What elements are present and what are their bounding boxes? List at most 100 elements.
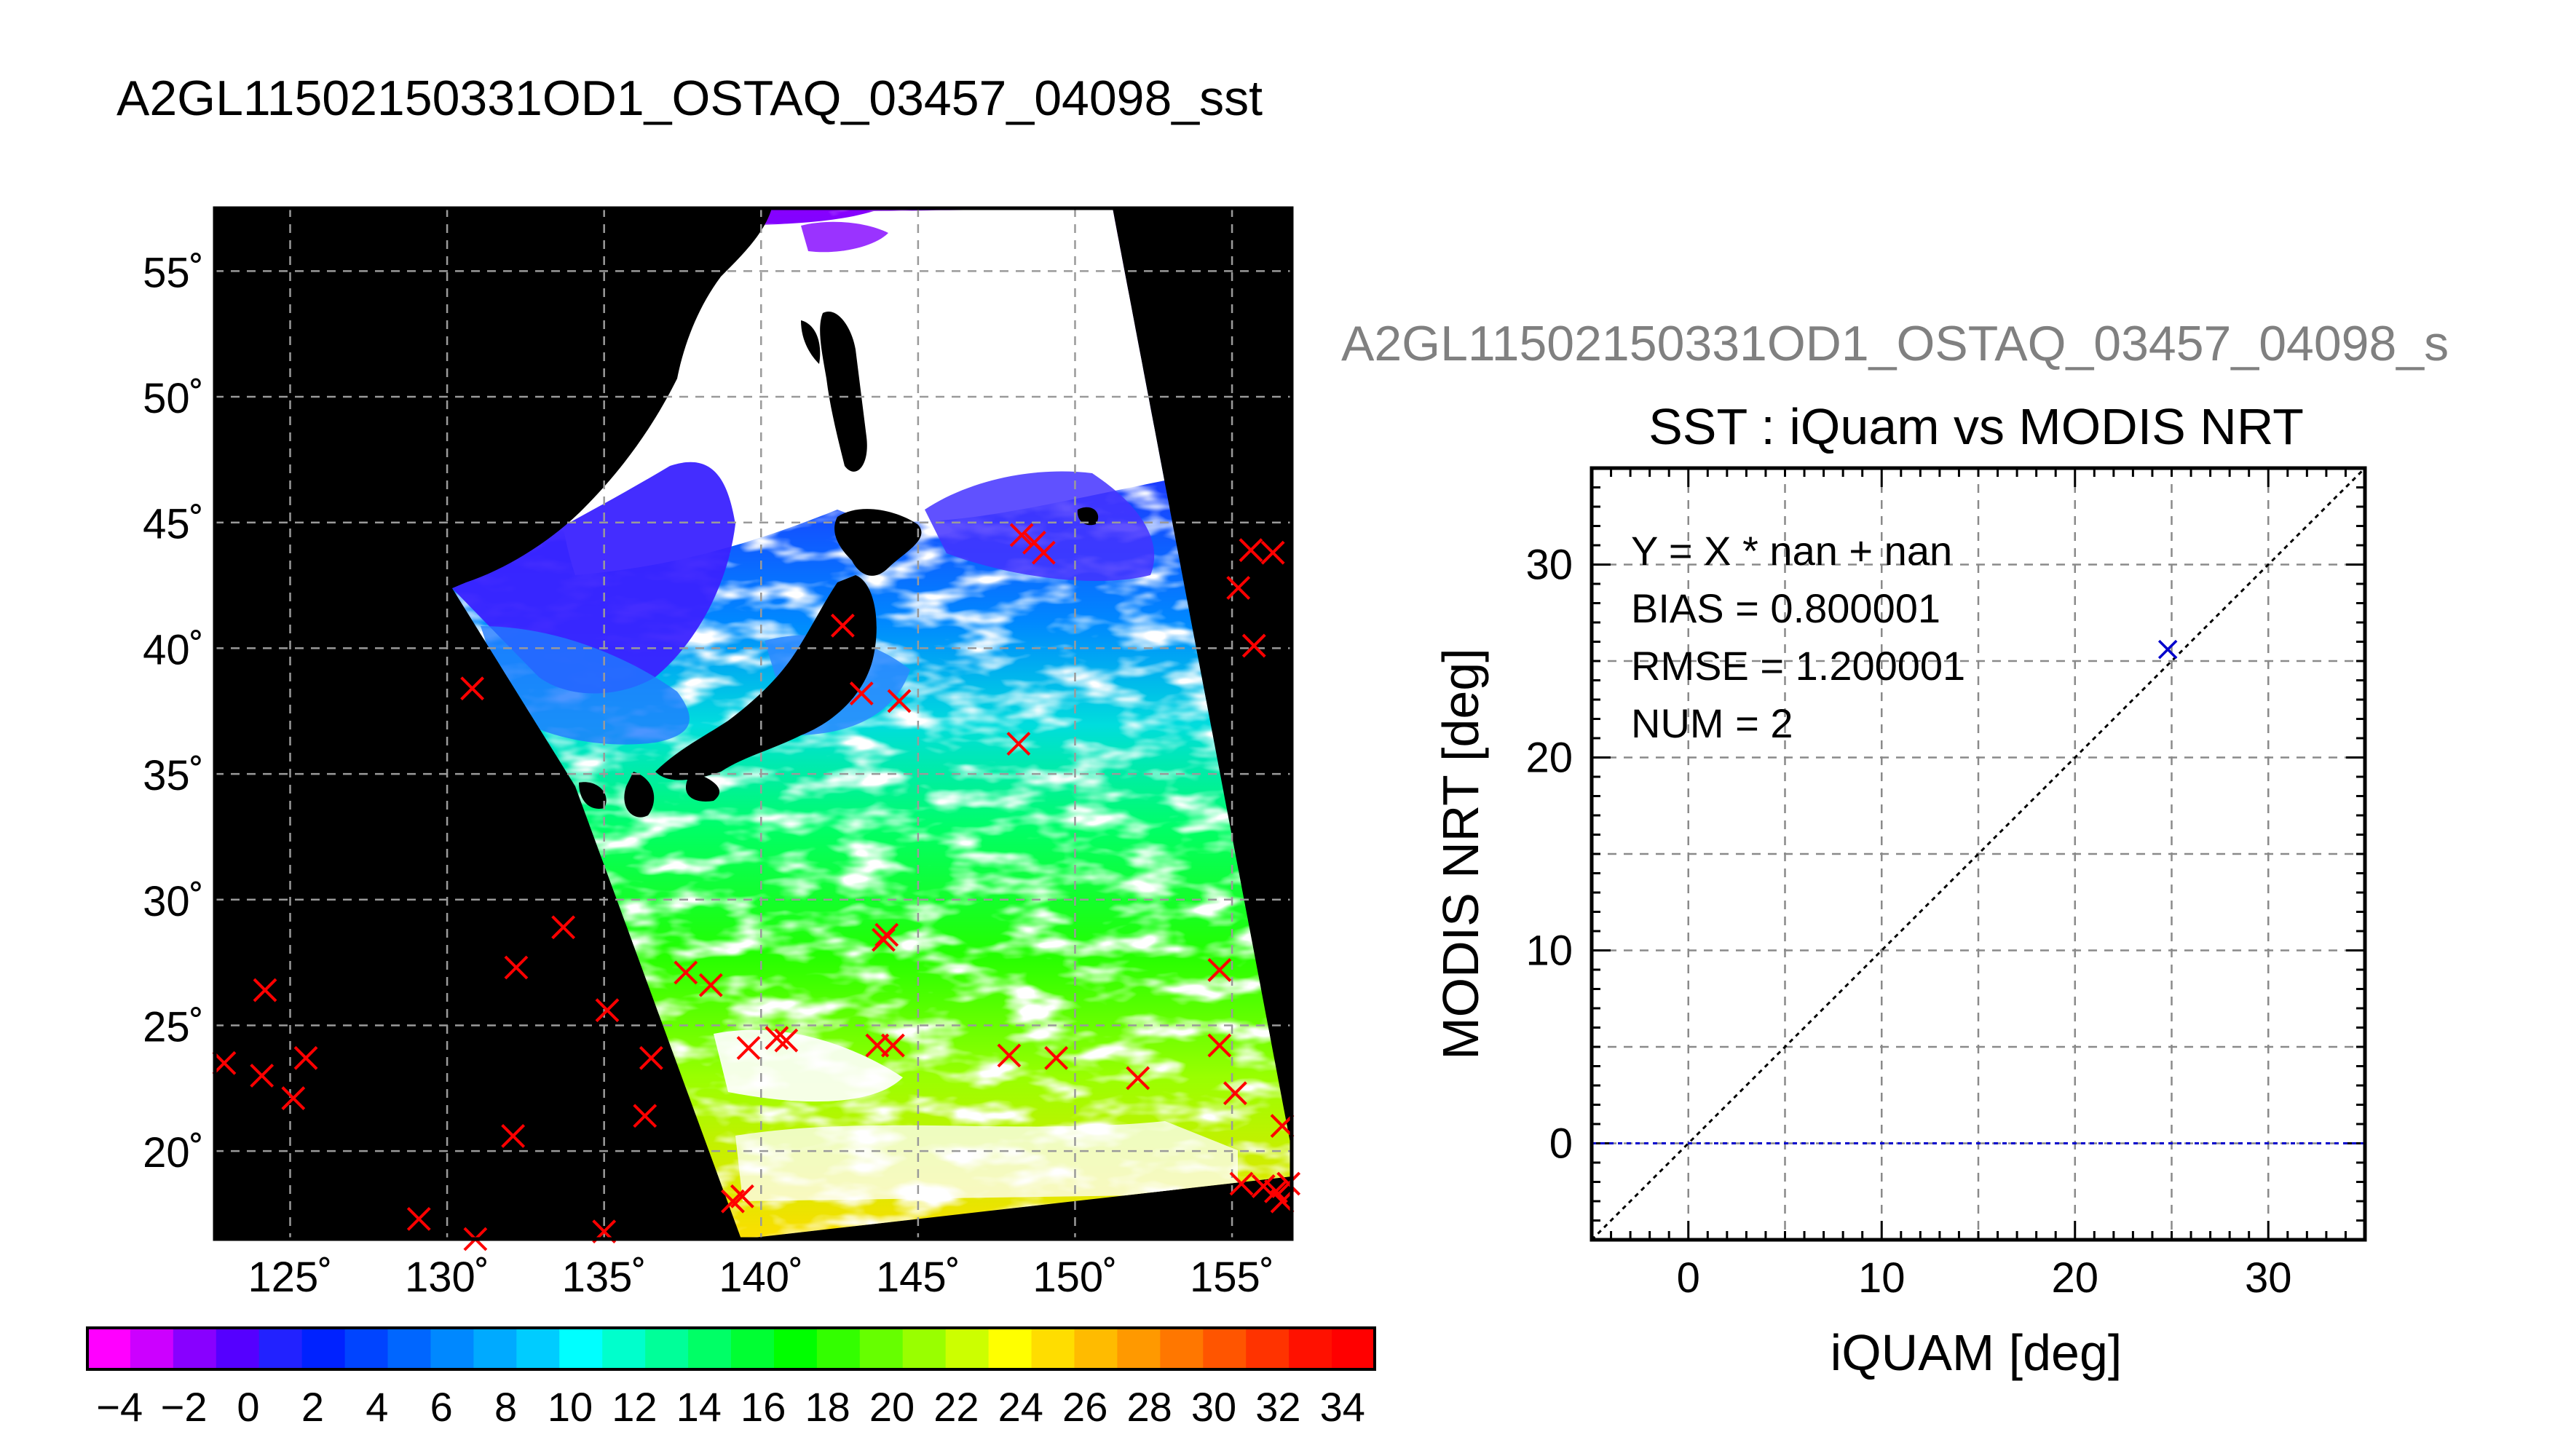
lat-tick-label: 25˚ bbox=[143, 1003, 204, 1051]
land-masses bbox=[452, 208, 1099, 818]
colorbar-swatch bbox=[344, 1328, 389, 1369]
scatter-points bbox=[2157, 639, 2178, 660]
colorbar-tick-label: 30 bbox=[1191, 1384, 1236, 1430]
match-marker bbox=[501, 1123, 526, 1148]
lat-tick-label: 40˚ bbox=[143, 626, 204, 673]
plot-frame bbox=[1590, 466, 2367, 1242]
colorbar-swatch bbox=[516, 1328, 560, 1369]
colorbar-tick-label: 14 bbox=[676, 1384, 722, 1430]
colorbar-swatch bbox=[1160, 1328, 1204, 1369]
colorbar-frame bbox=[86, 1326, 1376, 1371]
bias-text: BIAS = 0.800001 bbox=[1631, 585, 1940, 631]
match-marker bbox=[1241, 633, 1266, 658]
colorbar-tick-label: 22 bbox=[933, 1384, 979, 1430]
match-marker bbox=[698, 973, 723, 997]
x-tick-label: 30 bbox=[2245, 1254, 2292, 1302]
scatter-point bbox=[2157, 639, 2178, 660]
colorbar-swatch bbox=[1031, 1328, 1075, 1369]
colorbar-swatch bbox=[1117, 1328, 1161, 1369]
colorbar-swatch bbox=[859, 1328, 904, 1369]
y-tick-label: 0 bbox=[1549, 1120, 1573, 1168]
colorbar-tick-labels: −4 −2 0 2 4 6 8 10 12 14 16 18 20 22 24 26 28 30 32 34 bbox=[96, 1384, 1365, 1430]
colorbar-swatch bbox=[773, 1328, 818, 1369]
colorbar-swatch bbox=[473, 1328, 517, 1369]
y-tick-label: 20 bbox=[1525, 735, 1573, 782]
colorbar-tick-label: −4 bbox=[96, 1384, 143, 1430]
colorbar-swatch bbox=[173, 1328, 217, 1369]
x-tick-label: 0 bbox=[1677, 1254, 1700, 1302]
chart-title: SST : iQuam vs MODIS NRT bbox=[1648, 398, 2304, 455]
lon-tick-label: 155˚ bbox=[1190, 1254, 1274, 1301]
regression-text: Y = X * nan + nan bbox=[1631, 528, 1952, 574]
colorbar-swatch bbox=[1203, 1328, 1247, 1369]
y-tick-label: 10 bbox=[1525, 927, 1573, 975]
lat-tick-label: 45˚ bbox=[143, 501, 204, 548]
figure-title: A2GL11502150331OD1_OSTAQ_03457_04098_sst bbox=[117, 71, 1263, 126]
lat-tick-label: 35˚ bbox=[143, 752, 204, 799]
y-axis-label: MODIS NRT [deg] bbox=[1432, 648, 1489, 1059]
match-marker bbox=[1276, 1171, 1301, 1196]
colorbar-swatch bbox=[258, 1328, 303, 1369]
x-tick-labels: 0 10 20 30 bbox=[1677, 1254, 2292, 1302]
match-marker bbox=[1006, 732, 1031, 756]
lon-tick-label: 135˚ bbox=[562, 1254, 647, 1301]
colorbar-swatch bbox=[988, 1328, 1032, 1369]
plot-grid bbox=[1592, 468, 2365, 1240]
colorbar-swatch bbox=[902, 1328, 947, 1369]
colorbar-swatch bbox=[645, 1328, 689, 1369]
match-marker bbox=[1270, 1114, 1295, 1139]
map-match-markers bbox=[212, 523, 1301, 1251]
colorbar-tick-label: −2 bbox=[161, 1384, 208, 1430]
colorbar-swatch bbox=[87, 1328, 131, 1369]
match-marker bbox=[1226, 576, 1251, 600]
lon-tick-label: 145˚ bbox=[876, 1254, 960, 1301]
colorbar-tick-label: 2 bbox=[301, 1384, 324, 1430]
colorbar-swatch bbox=[1074, 1328, 1118, 1369]
colorbar-tick-label: 12 bbox=[612, 1384, 657, 1430]
lat-tick-label: 50˚ bbox=[143, 375, 204, 422]
one-to-one-line bbox=[1590, 467, 2366, 1241]
match-marker bbox=[1251, 1174, 1276, 1198]
match-marker bbox=[874, 922, 899, 947]
match-marker bbox=[1207, 958, 1232, 982]
match-marker bbox=[1009, 523, 1034, 547]
match-marker bbox=[765, 1026, 789, 1051]
colorbar-tick-label: 26 bbox=[1062, 1384, 1107, 1430]
match-marker bbox=[639, 1045, 663, 1070]
colorbar-tick-label: 20 bbox=[869, 1384, 915, 1430]
colorbar-swatch bbox=[688, 1328, 732, 1369]
num-text: NUM = 2 bbox=[1631, 700, 1793, 746]
colorbar-swatch bbox=[1332, 1328, 1375, 1369]
match-marker bbox=[674, 960, 698, 985]
colorbar-tick-label: 8 bbox=[494, 1384, 517, 1430]
match-marker bbox=[849, 681, 874, 705]
colorbar-swatch bbox=[945, 1328, 990, 1369]
match-marker bbox=[1239, 538, 1263, 563]
match-marker bbox=[1207, 1033, 1232, 1058]
match-marker bbox=[250, 1064, 275, 1088]
colorbar-swatch bbox=[387, 1328, 432, 1369]
colorbar-tick-label: 6 bbox=[430, 1384, 453, 1430]
colorbar-swatch bbox=[1246, 1328, 1290, 1369]
match-marker bbox=[1223, 1081, 1247, 1106]
match-marker bbox=[1260, 540, 1285, 565]
match-marker bbox=[281, 1086, 306, 1111]
map-latitude-labels: 55˚ 50˚ 45˚ 40˚ 35˚ 30˚ 25˚ 20˚ bbox=[143, 249, 204, 1176]
colorbar-tick-label: 34 bbox=[1320, 1384, 1365, 1430]
lon-tick-label: 140˚ bbox=[719, 1254, 803, 1301]
match-marker bbox=[1126, 1066, 1150, 1091]
lat-tick-label: 55˚ bbox=[143, 249, 204, 296]
match-marker bbox=[253, 978, 277, 1002]
colorbar-swatch bbox=[731, 1328, 775, 1369]
match-marker bbox=[595, 998, 620, 1023]
sst-colorbar: −4 −2 0 2 4 6 8 10 12 14 16 18 20 22 24 26 28 30 32 34 bbox=[86, 1326, 1376, 1430]
colorbar-swatch bbox=[430, 1328, 474, 1369]
lon-tick-label: 150˚ bbox=[1032, 1254, 1117, 1301]
colorbar-swatch bbox=[816, 1328, 861, 1369]
scatter-subtitle: A2GL11502150331OD1_OSTAQ_03457_04098_s bbox=[1341, 316, 2449, 371]
match-marker bbox=[293, 1045, 318, 1070]
lat-tick-label: 30˚ bbox=[143, 878, 204, 925]
match-marker bbox=[406, 1206, 431, 1231]
y-tick-label: 30 bbox=[1525, 542, 1573, 589]
match-marker bbox=[997, 1043, 1022, 1068]
